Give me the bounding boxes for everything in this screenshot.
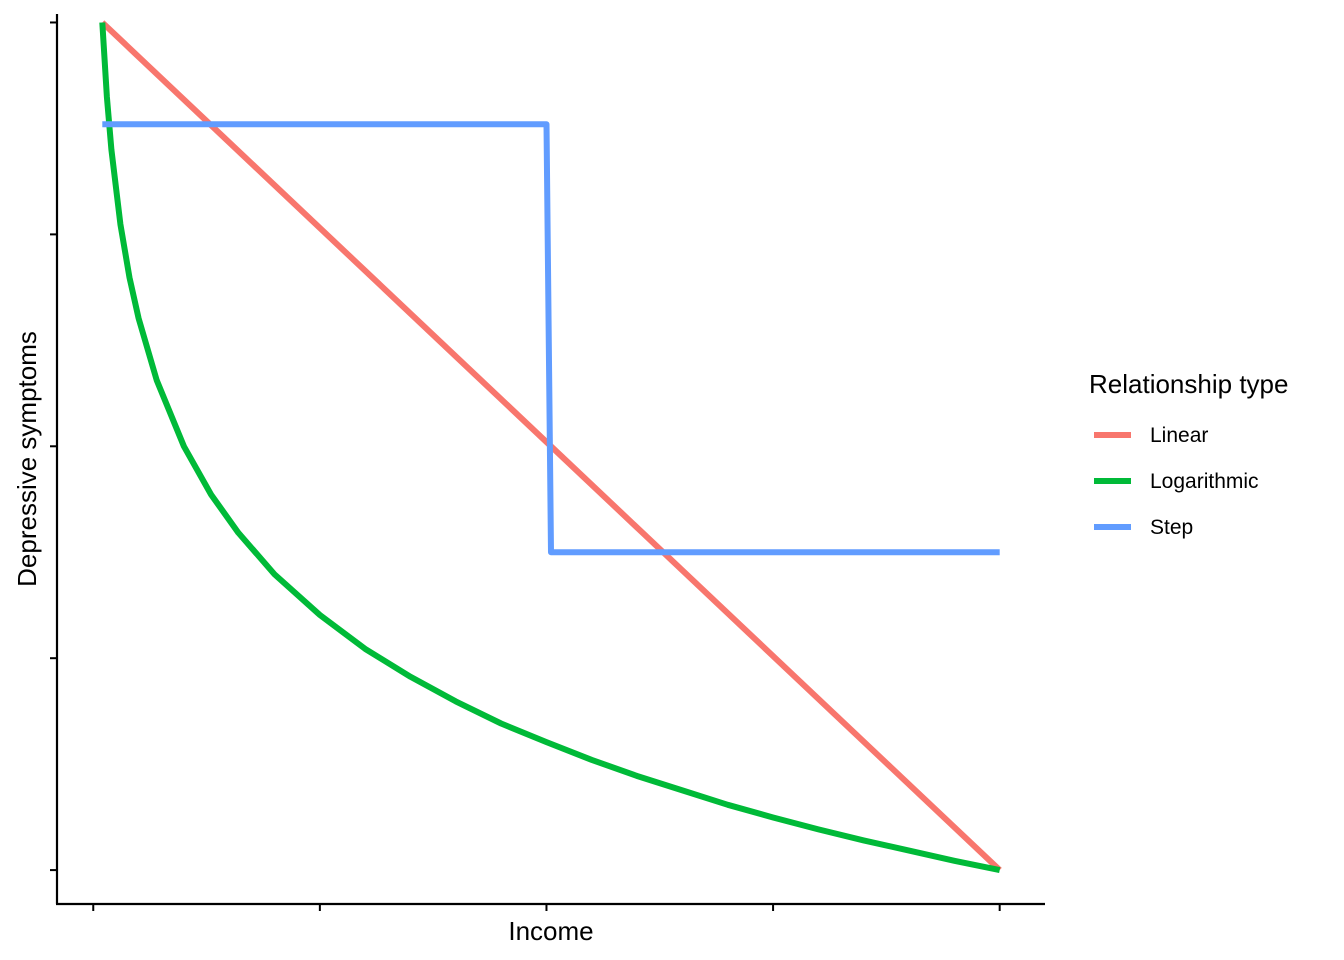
legend-label-step: Step [1150,516,1193,539]
series-line-step [102,121,1000,556]
y-axis-ticks [50,21,57,872]
series-layer [99,20,1002,874]
legend-label-linear: Linear [1150,424,1208,447]
legend: Relationship type Linear Logarithmic Step [1089,369,1288,539]
legend-label-logarithmic: Logarithmic [1150,470,1259,493]
legend-title: Relationship type [1089,369,1288,399]
legend-entries: Linear Logarithmic Step [1094,424,1259,539]
x-axis-ticks [92,904,1001,911]
plot-area [50,14,1045,911]
y-axis-title: Depressive symptoms [12,331,42,587]
series-line-logarithmic [99,22,1001,874]
x-axis-title: Income [508,916,593,946]
